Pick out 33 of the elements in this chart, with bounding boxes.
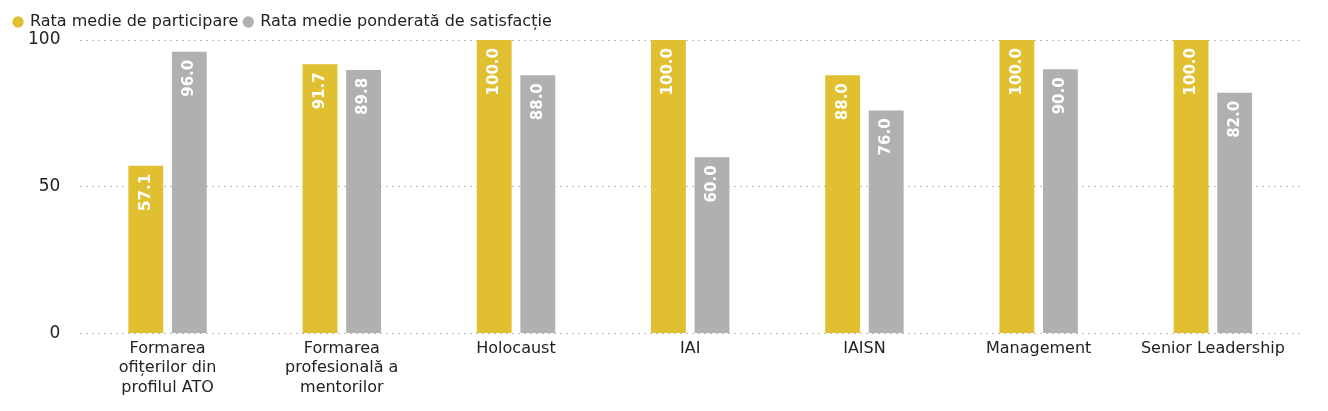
x-tick-label: Formarea ofițerilor din profilul ATO <box>118 338 217 396</box>
y-tick-label: 100 <box>27 28 61 49</box>
data-label: 100.0 <box>484 48 503 96</box>
x-tick-label: Holocaust <box>476 338 556 358</box>
x-tick-label: IAISN <box>843 338 886 358</box>
legend-label: Rata medie ponderată de satisfacție <box>260 11 552 31</box>
bar <box>999 40 1035 333</box>
y-tick-label: 0 <box>49 321 61 342</box>
y-tick-label: 50 <box>38 175 61 196</box>
bar <box>651 40 686 333</box>
data-label: 88.0 <box>832 83 851 121</box>
bar <box>128 165 164 333</box>
bar <box>825 75 861 333</box>
x-tick-label: Management <box>985 338 1092 358</box>
data-label: 100.0 <box>1181 48 1199 96</box>
x-tick-label: Senior Leadership <box>1140 338 1285 358</box>
data-label: 89.8 <box>353 77 372 115</box>
data-label: 60.0 <box>701 165 720 203</box>
data-label: 91.7 <box>309 72 328 110</box>
data-label: 88.0 <box>527 83 546 121</box>
bar <box>476 40 512 333</box>
bar <box>1173 40 1209 333</box>
legend-label: Rata medie de participare <box>30 11 239 31</box>
data-label: 57.1 <box>135 173 154 211</box>
data-label: 96.0 <box>179 59 198 97</box>
data-label: 82.0 <box>1224 100 1243 138</box>
data-label: 100.0 <box>1006 48 1025 96</box>
x-tick-label: IAI <box>680 338 701 358</box>
data-label: 100.0 <box>658 48 677 96</box>
bar <box>302 64 338 333</box>
data-label: 90.0 <box>1050 77 1069 115</box>
x-tick-label: Formarea profesională a mentorilor <box>285 338 399 396</box>
data-label: 76.0 <box>876 118 895 156</box>
